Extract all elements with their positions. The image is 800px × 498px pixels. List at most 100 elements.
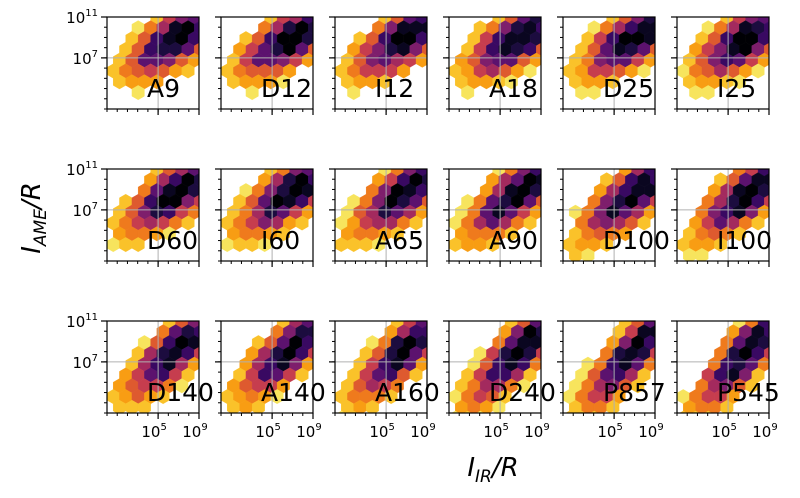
hexbin-cell [258,237,272,253]
hexbin-cell [600,237,614,253]
hexbin-cell [783,10,795,24]
axes-frame [334,16,428,110]
panel-label: A18 [489,74,538,103]
panel-a160: 105 109 A160 [329,303,447,441]
y-tick-label: 107 [73,201,98,220]
hexbin-cell [308,303,320,317]
hexbin-cell [789,303,800,317]
axes-frame [106,168,200,262]
y-axis-label-rest: /R [17,182,47,211]
hexbin-cell [321,303,333,317]
hexbin-cell [486,237,500,253]
hexbin-cell [194,151,206,165]
x-axis-label: IIR/R [467,453,518,487]
hexbin-cell [219,303,231,317]
panel-d25: D25 [557,0,669,115]
hexbin-cell [618,226,632,242]
hexbin-cell [321,346,333,360]
hexbin-cell [663,194,675,208]
hexbin-cell [435,303,447,317]
hexbin-cell [536,303,548,317]
hexbin-cell [333,0,345,13]
hexbin-cell [435,173,447,187]
hexbin-cell [504,74,518,90]
hexbin-cell [461,85,475,101]
hexbin-cell [701,85,715,101]
hexbin-cell [739,151,751,165]
hexbin-cell [390,226,404,242]
hexbin-cell [207,325,219,339]
panel-a65: A65 [329,151,447,267]
hexbin-cell [201,314,213,328]
hexbin-cell [783,183,795,197]
hexbin-cell [777,325,789,339]
panel-d100: D100 [557,168,675,267]
hexbin-cell [283,151,295,165]
hexbin-cell [536,0,548,13]
hexbin-cell [327,31,339,45]
hexbin-cell [549,0,561,13]
hexbin-cell [543,183,555,197]
hexbin-cell [429,183,441,197]
panel-label: A140 [261,378,326,407]
hexbin-cell [657,183,669,197]
hexbin-cell [663,325,675,339]
x-axis-label-sub: IR [475,467,492,487]
hexbin-cell [771,31,783,45]
hexbin-cell [429,314,441,328]
panel-label: P857 [603,378,666,407]
hexbin-cell [543,10,555,24]
hexbin-cell [207,194,219,208]
panel-label: I25 [717,74,756,103]
hexbin-cell [555,335,567,349]
axes-frame [448,16,542,110]
hexbin-cells [677,151,800,261]
hexbin-cell [549,42,561,56]
hexbin-cell [561,303,573,317]
hexbin-cell [422,0,434,13]
hexbin-cell [422,303,434,317]
hexbin-cell [207,0,219,13]
hexbin-cell [194,303,206,317]
hexbin-cell [739,0,751,13]
y-tick-label: 1011 [66,312,98,331]
hexbin-cell [295,367,309,383]
hexbin-cell [409,367,423,383]
panel-label: A9 [147,74,180,103]
panel-grid: 107 1011 A9 D12 I12 A18 D25 I25 107 1011 D60 I60 A65… [66,0,800,441]
hexbin-cell [175,378,189,394]
hexbin-cell [549,346,561,360]
hexbin-cell [308,151,320,165]
hexbin-cell [378,74,392,90]
hexbin-cell [549,194,561,208]
hexbin-cell [333,151,345,165]
x-tick-label: 109 [752,422,777,441]
hexbin-cell [637,63,651,79]
hexbin-cell [587,85,601,101]
hexbin-cell [683,422,695,436]
hexbin-cell [435,0,447,13]
hexbin-cell [789,21,800,35]
panel-d240: 105 109 D240 [443,303,573,441]
hexbin-cell [720,399,734,413]
panel-label: D25 [603,74,654,103]
hexbin-cell [777,303,789,317]
hexbin-cell [245,85,259,101]
y-tick-label: 1011 [66,160,98,179]
hexbin-cell [777,151,789,165]
axes-frame [562,16,656,110]
hexbin-cell [789,151,800,165]
hexbin-cell [492,399,506,413]
hexbin-cell [650,0,662,13]
hexbin-cells [449,0,561,101]
hexbin-cell [435,42,447,56]
hexbin-cell [657,10,669,24]
hexbin-cell [201,162,213,176]
hexbin-cell [429,162,441,176]
y-tick-label: 1011 [66,8,98,27]
hexbin-cell [397,151,409,165]
panel-d12: D12 [215,0,345,115]
hexbin-cell [524,151,536,165]
hexbin-cell [669,335,681,349]
